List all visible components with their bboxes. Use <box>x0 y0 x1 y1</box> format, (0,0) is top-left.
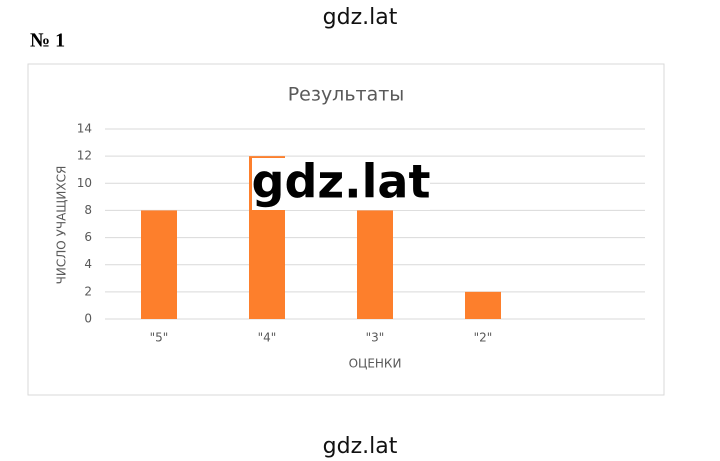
plot-area: 0 2 4 6 8 10 12 14 "5" "4" "3" "2" <box>77 122 645 345</box>
x-tick-label: "4" <box>258 331 277 345</box>
y-axis-title: ЧИСЛО УЧАЩИХСЯ <box>55 166 69 285</box>
y-tick-label: 14 <box>77 122 92 136</box>
watermark: gdz.lat <box>323 5 398 30</box>
y-tick-label: 10 <box>77 176 92 190</box>
y-tick-label: 6 <box>84 230 92 244</box>
y-tick-label: 12 <box>77 149 92 163</box>
x-axis-title: ОЦЕНКИ <box>349 357 402 371</box>
chart-title: Результаты <box>288 84 405 106</box>
y-tick-label: 0 <box>84 312 92 326</box>
bar <box>141 210 177 319</box>
bar <box>357 210 393 319</box>
y-tick-label: 4 <box>84 257 92 271</box>
watermark: gdz.lat <box>252 155 431 209</box>
bar <box>465 291 501 319</box>
x-tick-label: "5" <box>150 331 169 345</box>
x-tick-label: "2" <box>474 331 493 345</box>
watermark-backdrop <box>252 158 430 210</box>
x-tick-label: "3" <box>366 331 385 345</box>
watermark: gdz.lat <box>323 434 398 459</box>
problem-number: № 1 <box>30 30 65 52</box>
y-tick-label: 8 <box>84 203 92 217</box>
y-tick-label: 2 <box>84 284 92 298</box>
chart-frame <box>27 63 665 396</box>
